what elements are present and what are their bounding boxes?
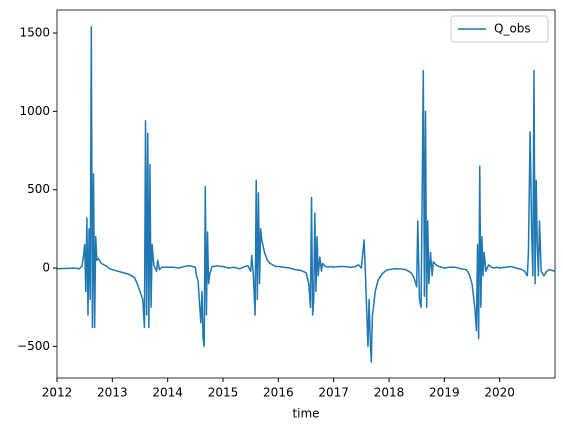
y-tick-label: 0 <box>42 261 50 275</box>
x-tick-label: 2013 <box>97 386 128 400</box>
y-tick-label: 500 <box>27 182 50 196</box>
x-tick-label: 2018 <box>374 386 405 400</box>
x-tick-label: 2017 <box>318 386 349 400</box>
x-axis-label: time <box>292 407 319 421</box>
x-tick-label: 2016 <box>263 386 294 400</box>
y-tick-label: −500 <box>17 339 50 353</box>
legend-box <box>450 15 549 43</box>
legend-label: Q_obs <box>494 22 531 36</box>
data-line <box>56 26 555 363</box>
x-tick-label: 2019 <box>429 386 460 400</box>
y-tick-label: 1500 <box>19 26 50 40</box>
x-tick-label: 2012 <box>42 386 73 400</box>
y-tick-label: 1000 <box>19 104 50 118</box>
x-tick-label: 2014 <box>152 386 183 400</box>
x-tick-label: 2020 <box>484 386 515 400</box>
plot-frame <box>56 9 556 379</box>
x-tick-label: 2015 <box>208 386 239 400</box>
